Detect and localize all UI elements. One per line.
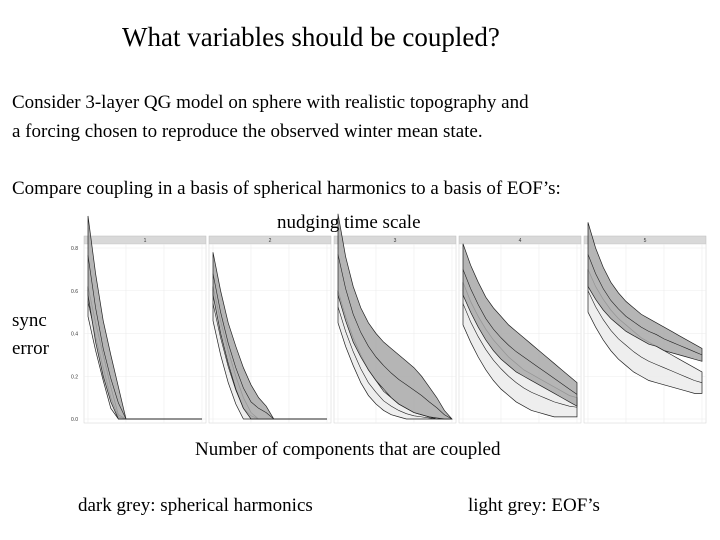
legend-dark-grey: dark grey: spherical harmonics: [78, 495, 313, 516]
band-spherical-harmonics: [337, 213, 453, 420]
intro-line-1: Consider 3-layer QG model on sphere with…: [12, 92, 529, 113]
mean-line-spherical-harmonics: [212, 273, 327, 420]
band-spherical-harmonics: [587, 222, 703, 362]
y-axis-label-error: error: [12, 338, 49, 359]
mean-line-spherical-harmonics: [587, 254, 703, 356]
y-tick-label: 0.6: [71, 289, 78, 295]
mean-line-eofs: [337, 306, 452, 420]
x-axis-label: Number of components that are coupled: [195, 439, 501, 460]
compare-line: Compare coupling in a basis of spherical…: [12, 178, 561, 199]
y-tick-label: 0.0: [71, 417, 78, 423]
facet-strip-label: 3: [394, 238, 397, 244]
legend-light-grey: light grey: EOF’s: [468, 495, 600, 516]
nudging-time-scale-label: nudging time scale: [277, 212, 421, 233]
mean-line-spherical-harmonics: [87, 255, 202, 420]
y-axis-label-sync: sync: [12, 310, 47, 331]
mean-line-spherical-harmonics: [462, 269, 578, 395]
mean-line-eofs: [587, 290, 703, 383]
y-tick-label: 0.2: [71, 374, 78, 380]
facet-strip-label: 2: [269, 238, 272, 244]
facet-strip-label: 4: [519, 238, 522, 244]
y-tick-label: 0.4: [71, 332, 78, 338]
y-tick-label: 0.8: [71, 246, 78, 252]
intro-line-2: a forcing chosen to reproduce the observ…: [12, 121, 483, 142]
mean-line-spherical-harmonics: [337, 254, 453, 420]
facet-strip-label: 1: [144, 238, 147, 244]
band-spherical-harmonics: [462, 243, 578, 407]
slide-title: What variables should be coupled?: [122, 22, 500, 52]
facet-strip-label: 5: [644, 238, 647, 244]
mean-line-eofs: [462, 303, 578, 408]
